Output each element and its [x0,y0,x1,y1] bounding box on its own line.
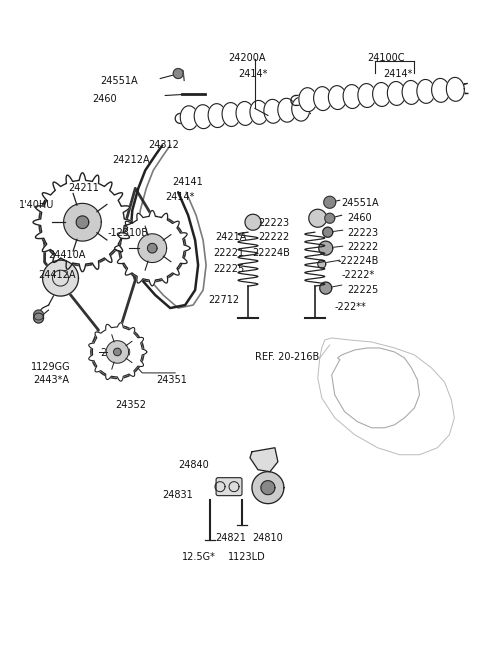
Polygon shape [319,241,333,255]
Text: 2414*: 2414* [165,193,194,202]
Polygon shape [313,87,332,110]
Polygon shape [250,101,268,124]
Text: 22222: 22222 [258,232,289,242]
Text: 22222: 22222 [348,242,379,252]
Text: 24410A: 24410A [48,250,86,260]
Polygon shape [343,85,361,108]
Polygon shape [402,81,420,104]
Text: 2460: 2460 [93,95,117,104]
Polygon shape [264,99,282,124]
Polygon shape [215,482,225,491]
Polygon shape [115,210,190,286]
Text: 24352: 24352 [115,400,146,410]
Polygon shape [417,79,435,103]
Text: 24412A: 24412A [38,270,76,280]
Text: -222**: -222** [335,302,366,312]
Text: 2460: 2460 [348,214,372,223]
Polygon shape [320,282,332,294]
Polygon shape [325,214,335,223]
Polygon shape [318,260,326,268]
FancyBboxPatch shape [216,478,242,495]
Polygon shape [106,341,129,363]
Polygon shape [252,472,284,504]
Text: 24551A: 24551A [342,198,379,208]
Text: 22221: 22221 [213,248,244,258]
Polygon shape [328,85,346,110]
Polygon shape [76,216,89,229]
Polygon shape [372,83,391,106]
Text: 22224B: 22224B [252,248,290,258]
Polygon shape [64,204,101,241]
Text: 2414*: 2414* [238,68,267,79]
Text: 24200A: 24200A [228,53,265,62]
Polygon shape [358,83,376,108]
Polygon shape [34,310,44,320]
Polygon shape [173,68,183,79]
Text: 22225: 22225 [213,264,244,274]
Text: 22223: 22223 [348,228,379,238]
Text: 22223: 22223 [258,218,289,228]
Polygon shape [147,243,157,253]
Text: 12.5G*: 12.5G* [182,551,216,562]
Text: 24831: 24831 [162,489,193,500]
Text: 2421A: 2421A [215,232,246,242]
Polygon shape [222,102,240,127]
Text: 24312: 24312 [148,141,179,150]
Polygon shape [180,106,198,129]
Polygon shape [446,78,464,101]
Text: 2414*: 2414* [384,68,413,79]
Polygon shape [432,78,450,102]
Text: -2222*: -2222* [342,270,375,280]
Text: 24821: 24821 [215,533,246,543]
Polygon shape [229,482,239,491]
Polygon shape [236,102,254,125]
Polygon shape [292,97,310,121]
Polygon shape [138,234,167,263]
Polygon shape [324,196,336,208]
Text: -22224B: -22224B [338,256,379,266]
Polygon shape [43,260,78,296]
Text: 1129GG: 1129GG [31,362,70,372]
Text: REF. 20-216B: REF. 20-216B [255,352,319,362]
Text: 1'40HU: 1'40HU [19,200,54,210]
Text: 1123LD: 1123LD [228,551,266,562]
Polygon shape [34,313,44,323]
Text: 24351: 24351 [156,375,187,385]
Polygon shape [245,214,261,230]
Polygon shape [208,104,226,127]
Polygon shape [261,481,275,495]
Text: 24810: 24810 [252,533,283,543]
Text: 24100C: 24100C [368,53,405,62]
Polygon shape [114,348,121,355]
Text: 24141: 24141 [172,177,203,187]
Polygon shape [299,88,317,112]
Polygon shape [323,227,333,237]
Text: 24450: 24450 [100,348,132,358]
Polygon shape [278,99,296,122]
Text: 24212A: 24212A [112,155,150,166]
Text: 24551A: 24551A [100,76,138,85]
Text: 22225: 22225 [348,285,379,295]
Polygon shape [309,210,327,227]
Text: -12310B: -12310B [108,228,148,238]
Polygon shape [89,323,147,381]
Polygon shape [250,448,278,472]
Text: 24211: 24211 [69,183,99,193]
Text: 2443*A: 2443*A [34,375,70,385]
Polygon shape [33,173,132,272]
Polygon shape [194,104,212,129]
Polygon shape [387,81,405,105]
Text: 24840: 24840 [178,460,209,470]
Text: 22712: 22712 [208,295,239,305]
